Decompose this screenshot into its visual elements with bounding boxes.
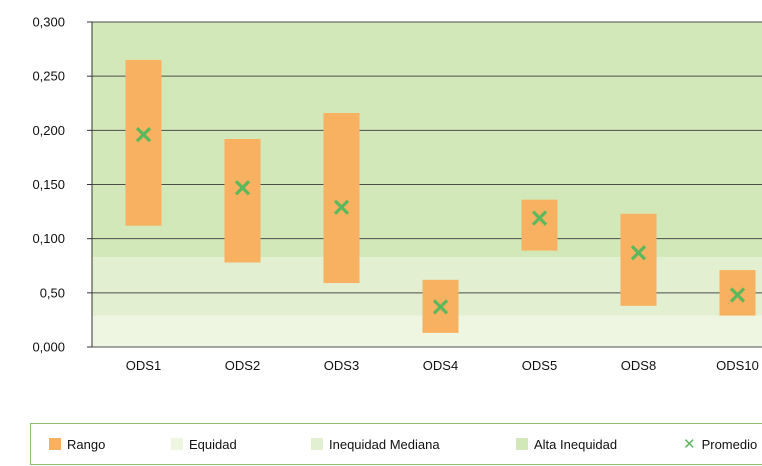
range-chart: 0,000 0,50 0,100 0,150 0,200 0,250 0,300 ODS1 OD…: [32, 15, 762, 373]
legend-item-inequidad-mediana: Inequidad Mediana: [311, 424, 440, 464]
x-tick-label: ODS5: [522, 358, 557, 373]
range-bar-ods5: [521, 199, 558, 251]
band-alta-inequidad: [92, 22, 762, 258]
legend-item-alta-inequidad: Alta Inequidad: [516, 424, 617, 464]
legend-label-promedio: Promedio: [701, 436, 758, 452]
range-bar-ods8: [620, 213, 657, 306]
x-tick-label: ODS4: [423, 358, 458, 373]
legend-item-rango: Rango: [49, 424, 105, 464]
average-marker-ods3: [333, 199, 350, 215]
legend-label-inequidad-mediana: Inequidad Mediana: [329, 436, 440, 452]
y-tick-label: 0,100: [32, 231, 65, 246]
x-tick-label: ODS3: [324, 358, 359, 373]
legend-label-alta-inequidad: Alta Inequidad: [534, 436, 618, 452]
y-tick-label: 0,50: [40, 285, 65, 300]
average-marker-ods5: [531, 210, 548, 226]
x-marker-icon: ✕: [683, 435, 696, 453]
x-tick-label: ODS2: [225, 358, 260, 373]
y-tick-label: 0,300: [32, 15, 65, 30]
average-marker-ods1: [135, 127, 152, 143]
legend-swatch-equidad: [171, 438, 183, 450]
x-tick-label: ODS10: [716, 358, 759, 373]
x-tick-label: ODS8: [621, 358, 656, 373]
y-tick-label: 0,250: [32, 69, 65, 84]
legend-swatch-alta-inequidad: [516, 438, 528, 450]
average-marker-ods4: [432, 299, 449, 315]
average-marker-ods8: [630, 245, 647, 261]
legend-label-rango: Rango: [67, 436, 106, 452]
range-bar-ods1: [125, 59, 162, 226]
legend-item-equidad: Equidad: [171, 424, 237, 464]
y-tick-label: 0,200: [32, 123, 65, 138]
y-tick-label: 0,150: [32, 177, 65, 192]
legend-swatch-inequidad-mediana: [311, 438, 323, 450]
x-tick-label: ODS1: [126, 358, 161, 373]
legend-label-equidad: Equidad: [189, 436, 237, 452]
y-tick-label: 0,000: [32, 340, 65, 355]
range-bar-ods3: [323, 113, 360, 284]
chart-legend: Rango Equidad Inequidad Mediana Alta Ine…: [30, 423, 762, 465]
legend-item-promedio: ✕ Promedio: [683, 424, 757, 464]
average-marker-ods2: [234, 180, 251, 196]
range-bar-ods2: [224, 139, 261, 263]
average-marker-ods10: [729, 287, 746, 303]
legend-swatch-rango: [49, 438, 61, 450]
